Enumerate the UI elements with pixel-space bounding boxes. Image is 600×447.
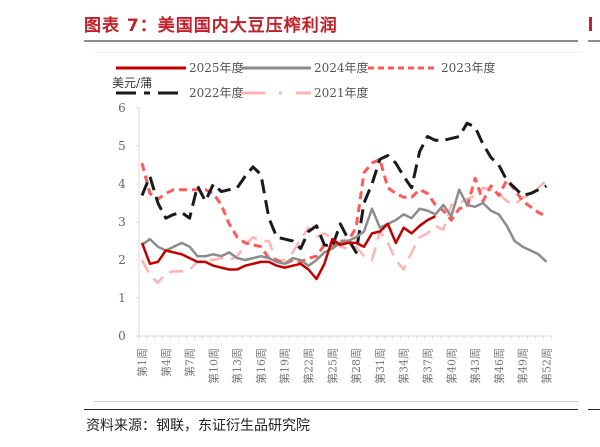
adjacent-page-marker — [589, 17, 592, 31]
chart-frame — [94, 52, 582, 397]
legend-label: 2022年度 — [189, 85, 244, 100]
legend-label: 2023年度 — [441, 60, 496, 75]
x-tick-label: 第31周 — [373, 348, 387, 384]
chart-title: 图表 7：美国国内大豆压榨利润 — [84, 16, 338, 36]
x-tick-label: 第25周 — [325, 348, 339, 384]
y-tick-label: 0 — [118, 329, 126, 343]
chart-legend: 2025年度 2024年度 2023年度 2022年度 2021年度 — [116, 60, 496, 100]
x-tick-label: 第49周 — [516, 348, 530, 384]
x-tick-label: 第40周 — [444, 348, 458, 384]
x-tick-label: 第22周 — [302, 348, 316, 384]
series-line-2025年度 — [140, 215, 436, 281]
y-tick-label: 2 — [118, 253, 126, 267]
y-axis-label: 美元/蒲 — [112, 76, 152, 90]
x-tick-label: 第13周 — [230, 348, 244, 384]
y-tick-label: 6 — [118, 101, 126, 115]
source-note: 资料来源：钢联，东证衍生品研究院 — [86, 418, 310, 434]
chart-series — [140, 121, 548, 285]
x-tick-label: 第43周 — [468, 348, 482, 384]
source-divider-right — [588, 409, 600, 410]
chart-bottom-border — [94, 401, 578, 402]
series-line-2022年度 — [140, 121, 548, 254]
x-tick-label: 第19周 — [278, 348, 292, 384]
legend-label: 2025年度 — [189, 60, 244, 75]
series-line-2024年度 — [141, 188, 548, 267]
x-tick-label: 第4周 — [159, 348, 173, 377]
x-tick-label: 第28周 — [349, 348, 363, 384]
x-tick-label: 第7周 — [183, 348, 197, 377]
x-tick-label: 第46周 — [492, 348, 506, 384]
legend-label: 2024年度 — [314, 60, 369, 75]
chart-axes: 0 1 2 3 4 5 6 第1周 第4周 第7周 第10周 第13周 第16周 第19周 第22周 第25周… — [118, 101, 553, 384]
series-line-2021年度 — [140, 179, 548, 285]
source-divider — [84, 409, 578, 410]
x-tick-label: 第10周 — [206, 348, 220, 384]
x-tick-label: 第52周 — [539, 348, 553, 384]
y-tick-label: 3 — [118, 215, 126, 229]
title-divider-right — [588, 40, 600, 42]
y-tick-label: 4 — [118, 177, 126, 191]
x-tick-label: 第34周 — [397, 348, 411, 384]
x-tick-label: 第37周 — [420, 348, 434, 384]
legend-label: 2021年度 — [314, 85, 369, 100]
title-divider — [84, 40, 578, 42]
y-tick-label: 1 — [118, 291, 126, 305]
x-tick-label: 第1周 — [135, 348, 149, 377]
x-tick-label: 第16周 — [254, 348, 268, 384]
y-tick-label: 5 — [118, 139, 126, 153]
